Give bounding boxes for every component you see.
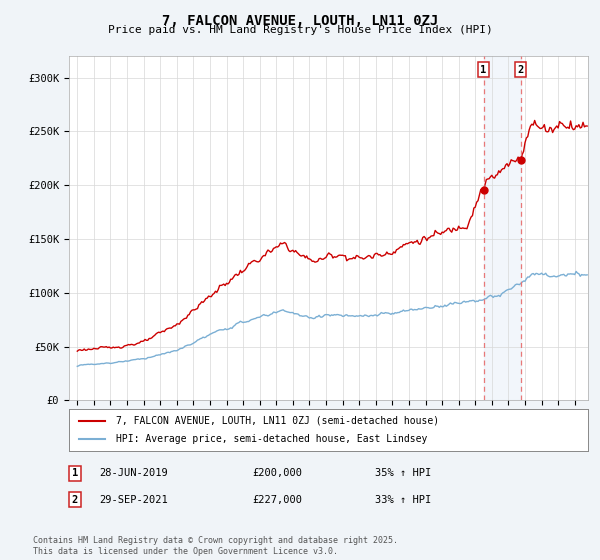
Bar: [484, 56, 521, 400]
Text: 35% ↑ HPI: 35% ↑ HPI: [375, 468, 431, 478]
Text: Price paid vs. HM Land Registry's House Price Index (HPI): Price paid vs. HM Land Registry's House …: [107, 25, 493, 35]
Text: Contains HM Land Registry data © Crown copyright and database right 2025.
This d: Contains HM Land Registry data © Crown c…: [33, 536, 398, 556]
Text: 2: 2: [518, 65, 524, 75]
Text: 1: 1: [481, 65, 487, 75]
Text: HPI: Average price, semi-detached house, East Lindsey: HPI: Average price, semi-detached house,…: [116, 434, 427, 444]
Text: 28-JUN-2019: 28-JUN-2019: [99, 468, 168, 478]
Text: 29-SEP-2021: 29-SEP-2021: [99, 494, 168, 505]
Text: £227,000: £227,000: [252, 494, 302, 505]
Text: 33% ↑ HPI: 33% ↑ HPI: [375, 494, 431, 505]
Text: 7, FALCON AVENUE, LOUTH, LN11 0ZJ: 7, FALCON AVENUE, LOUTH, LN11 0ZJ: [162, 14, 438, 28]
Text: 7, FALCON AVENUE, LOUTH, LN11 0ZJ (semi-detached house): 7, FALCON AVENUE, LOUTH, LN11 0ZJ (semi-…: [116, 416, 439, 426]
Text: £200,000: £200,000: [252, 468, 302, 478]
Text: 2: 2: [72, 494, 78, 505]
Text: 1: 1: [72, 468, 78, 478]
